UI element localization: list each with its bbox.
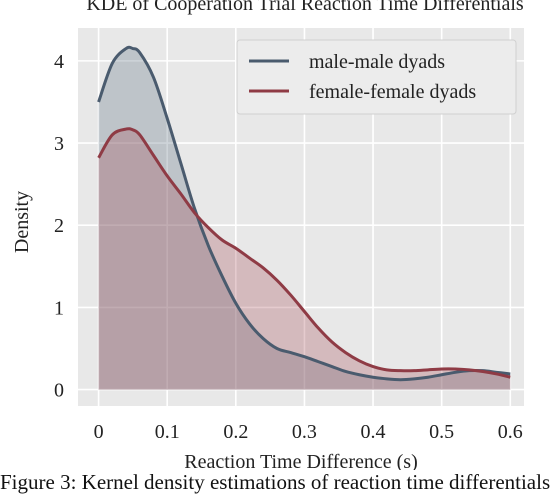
legend: male-male dyads female-female dyads (236, 39, 517, 115)
series-line-female-female (97, 127, 511, 379)
y-tick-label: 1 (54, 297, 64, 319)
area-fill-male-male (98, 47, 511, 390)
grid-lines (78, 28, 524, 406)
x-tick-label: 0.2 (223, 421, 248, 443)
x-axis-label: Reaction Time Difference (s) (184, 451, 417, 470)
x-tick-label: 0 (94, 421, 104, 443)
legend-label: female-female dyads (309, 81, 476, 103)
legend-box (236, 39, 517, 115)
y-tick-label: 0 (54, 380, 64, 402)
y-tick-label: 2 (54, 215, 64, 237)
x-tick-label: 0.1 (155, 421, 180, 443)
x-tick-labels: 0 0.1 0.2 0.3 0.4 0.5 0.6 (94, 421, 523, 443)
density-areas (97, 45, 511, 390)
y-axis-label: Density (11, 191, 33, 253)
y-tick-labels: 0 1 2 3 4 (54, 51, 64, 402)
x-tick-label: 0.4 (361, 421, 386, 443)
legend-label: male-male dyads (309, 51, 445, 73)
x-tick-label: 0.5 (429, 421, 454, 443)
series-line-male-male (97, 45, 511, 382)
x-tick-label: 0.3 (292, 421, 317, 443)
kde-chart: KDE of Cooperation Trial Reaction Time D… (11, 0, 524, 470)
figure-caption: Figure 3: Kernel density estimations of … (0, 470, 551, 494)
y-tick-label: 4 (54, 51, 64, 73)
area-fill-female-female (98, 128, 511, 390)
x-tick-label: 0.6 (498, 421, 523, 443)
chart-title: KDE of Cooperation Trial Reaction Time D… (86, 0, 524, 15)
y-tick-label: 3 (54, 133, 64, 155)
